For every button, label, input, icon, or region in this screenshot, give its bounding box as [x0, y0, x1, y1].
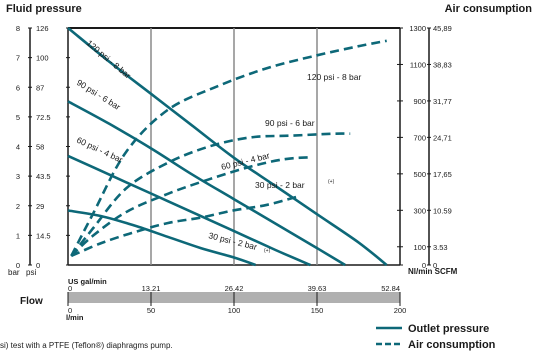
- nl-tick-label: 900: [413, 97, 426, 106]
- scfm-tick-label: 45,89: [433, 24, 452, 33]
- l-min-tick-label: 150: [311, 306, 324, 315]
- outlet-90-label: 90 psi - 6 bar: [75, 77, 123, 112]
- footnote: si) test with a PTFE (Teflon®) diaphragm…: [0, 341, 173, 350]
- nl-tick-label: 1300: [409, 24, 426, 33]
- flow-label: Flow: [20, 296, 43, 307]
- left-axis-title: Fluid pressure: [6, 3, 82, 15]
- air-90-label: 90 psi - 6 bar: [265, 118, 315, 128]
- psi-tick-label: 87: [36, 83, 44, 92]
- psi-tick-label: 43.5: [36, 172, 51, 181]
- bar-tick-label: 7: [16, 54, 20, 63]
- outlet-30-note: (+): [264, 248, 271, 254]
- air-consumption-curve-6: [70, 156, 309, 257]
- l-min-tick-label: 50: [147, 306, 155, 315]
- bar-tick-label: 0: [16, 261, 20, 270]
- us-gal-tick-label: 52.84: [381, 284, 400, 293]
- us-gal-tick-label: 39.63: [308, 284, 327, 293]
- l-min-axis-label: l/min: [66, 313, 84, 322]
- psi-tick-label: 29: [36, 202, 44, 211]
- outlet-120-label: 120 psi - 8 bar: [85, 38, 133, 81]
- l-min-tick-label: 0: [68, 306, 72, 315]
- air-30-label: 30 psi - 2 bar: [255, 180, 305, 190]
- scfm-tick-label: 0: [433, 261, 437, 270]
- l-min-tick-label: 200: [394, 306, 407, 315]
- right-axis-unit: Nl/min SCFM: [408, 267, 458, 276]
- us-gal-axis-label: US gal/min: [68, 277, 107, 286]
- outlet-pressure-curve-1: [67, 100, 346, 267]
- us-gal-tick-label: 0: [68, 284, 72, 293]
- scfm-tick-label: 38,83: [433, 60, 452, 69]
- curves-group: [67, 26, 388, 267]
- bar-tick-label: 2: [16, 202, 20, 211]
- psi-tick-label: 58: [36, 143, 44, 152]
- scfm-tick-label: 3.53: [433, 243, 448, 252]
- scfm-tick-label: 31,77: [433, 97, 452, 106]
- left-unit-bar: bar: [8, 268, 20, 277]
- air-30-note: (+): [328, 179, 335, 185]
- flow-scale-separators: [67, 292, 401, 306]
- bar-tick-label: 1: [16, 231, 20, 240]
- psi-tick-label: 72.5: [36, 113, 51, 122]
- bar-tick-label: 3: [16, 172, 20, 181]
- left-axis-ticks: 8 126 7 100 6 87 5 72.5 4 58 3 43.5 2 29 1 14.5 0 0: [16, 24, 70, 270]
- grid: [150, 28, 318, 265]
- air-consumption-curve-4: [70, 39, 387, 257]
- us-gal-ticks: 0 13.21 26.42 39.63 52.84: [68, 284, 400, 293]
- legend-air-label: Air consumption: [408, 339, 496, 351]
- nl-tick-label: 100: [413, 243, 426, 252]
- psi-tick-label: 14.5: [36, 231, 51, 240]
- nl-tick-label: 500: [413, 170, 426, 179]
- bar-tick-label: 5: [16, 113, 20, 122]
- right-axis-title: Air consumption: [445, 3, 533, 15]
- psi-tick-label: 0: [36, 261, 40, 270]
- right-axis-ticks: 1300 45,89 1100 38,83 900 31,77 700 24,71 500 17,…: [397, 24, 452, 270]
- l-min-ticks: 0 50 100 150 200: [68, 306, 406, 315]
- air-consumption-curve-5: [70, 132, 351, 257]
- left-unit-psi: psi: [26, 268, 36, 277]
- legend-outlet-label: Outlet pressure: [408, 323, 489, 335]
- bar-tick-label: 4: [16, 143, 20, 152]
- nl-tick-label: 700: [413, 133, 426, 142]
- air-consumption-curve-7: [70, 194, 301, 258]
- outlet-60-label: 60 psi - 4 bar: [75, 135, 124, 165]
- scfm-tick-label: 24,71: [433, 133, 452, 142]
- us-gal-tick-label: 13.21: [142, 284, 161, 293]
- air-120-label: 120 psi - 8 bar: [307, 72, 362, 82]
- psi-tick-label: 126: [36, 24, 49, 33]
- outlet-pressure-curve-2: [67, 154, 311, 267]
- bar-tick-label: 6: [16, 83, 20, 92]
- outlet-pressure-curve-0: [67, 26, 388, 267]
- l-min-tick-label: 100: [228, 306, 241, 315]
- nl-tick-label: 1100: [410, 60, 426, 69]
- scfm-tick-label: 17,65: [433, 170, 452, 179]
- psi-tick-label: 100: [36, 54, 49, 63]
- nl-tick-label: 0: [422, 261, 426, 270]
- us-gal-tick-label: 26.42: [225, 284, 244, 293]
- bar-tick-label: 8: [16, 24, 20, 33]
- scfm-tick-label: 10.59: [433, 206, 452, 215]
- outlet-30-label: 30 psi - 2 bar: [208, 230, 259, 252]
- nl-tick-label: 300: [413, 206, 426, 215]
